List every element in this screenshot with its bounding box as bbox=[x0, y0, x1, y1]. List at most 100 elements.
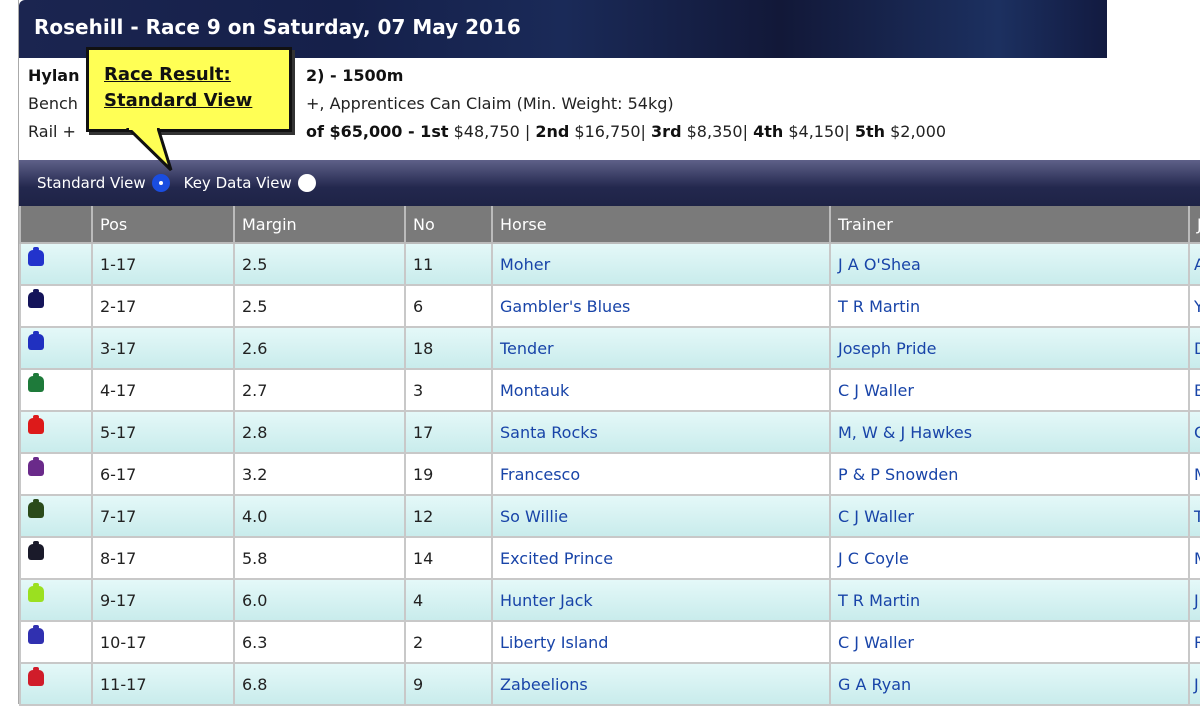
jockey-cell: D bbox=[1188, 326, 1200, 370]
jockey-link[interactable]: D bbox=[1194, 339, 1200, 358]
trainer-cell: G A Ryan bbox=[829, 662, 1190, 706]
jockey-link[interactable]: M bbox=[1194, 549, 1200, 568]
jockey-cell: R bbox=[1188, 620, 1200, 664]
trainer-link[interactable]: Joseph Pride bbox=[838, 338, 937, 358]
trainer-link[interactable]: C J Waller bbox=[838, 506, 914, 526]
prize-3rd: $8,350| bbox=[686, 122, 748, 141]
jockey-cell: A bbox=[1188, 242, 1200, 286]
no-cell: 3 bbox=[404, 368, 493, 412]
rail-info: Rail + bbox=[28, 122, 76, 141]
no-cell: 4 bbox=[404, 578, 493, 622]
jockey-silk-icon bbox=[28, 373, 44, 392]
trainer-link[interactable]: G A Ryan bbox=[838, 674, 912, 694]
jockey-silk-icon bbox=[28, 247, 44, 266]
margin-cell: 6.8 bbox=[233, 662, 406, 706]
trainer-cell: P & P Snowden bbox=[829, 452, 1190, 496]
trainer-cell: J A O'Shea bbox=[829, 242, 1190, 286]
table-row: 11-17 6.8 9 Zabeelions G A Ryan J bbox=[19, 662, 1200, 706]
jockey-link[interactable]: A bbox=[1194, 255, 1200, 274]
jockey-silk-icon bbox=[28, 499, 44, 518]
table-row: 4-17 2.7 3 Montauk C J Waller B bbox=[19, 368, 1200, 412]
jockey-silk-icon bbox=[28, 331, 44, 350]
column-header: Pos bbox=[91, 206, 235, 244]
column-header: No bbox=[404, 206, 493, 244]
trainer-link[interactable]: C J Waller bbox=[838, 380, 914, 400]
jockey-cell: M bbox=[1188, 536, 1200, 580]
jockey-cell: J bbox=[1188, 662, 1200, 706]
table-row: 1-17 2.5 11 Moher J A O'Shea A bbox=[19, 242, 1200, 286]
trainer-cell: M, W & J Hawkes bbox=[829, 410, 1190, 454]
trainer-link[interactable]: C J Waller bbox=[838, 632, 914, 652]
no-cell: 11 bbox=[404, 242, 493, 286]
race-info-line-1: Hylan 2) - 1500m bbox=[28, 62, 1188, 90]
jockey-link[interactable]: T bbox=[1194, 507, 1200, 526]
horse-link[interactable]: Moher bbox=[500, 254, 551, 274]
prize-4th: $4,150| bbox=[788, 122, 850, 141]
horse-link[interactable]: Montauk bbox=[500, 380, 570, 400]
table-row: 6-17 3.2 19 Francesco P & P Snowden M bbox=[19, 452, 1200, 496]
results-table: PosMarginNoHorseTrainerJ 1-17 2.5 11 Moh… bbox=[19, 206, 1200, 706]
jockey-link[interactable]: C bbox=[1194, 423, 1200, 442]
horse-cell: Moher bbox=[491, 242, 831, 286]
jockey-link[interactable]: B bbox=[1194, 381, 1200, 400]
horse-link[interactable]: Santa Rocks bbox=[500, 422, 598, 442]
jockey-link[interactable]: Y bbox=[1194, 297, 1200, 316]
jockey-link[interactable]: M bbox=[1194, 465, 1200, 484]
pos-cell: 3-17 bbox=[91, 326, 235, 370]
trainer-link[interactable]: T R Martin bbox=[838, 296, 921, 316]
jockey-link[interactable]: J bbox=[1194, 590, 1199, 610]
horse-link[interactable]: So Willie bbox=[500, 506, 569, 526]
silk-cell bbox=[19, 242, 93, 286]
standard-view-label: Standard View bbox=[37, 174, 146, 192]
trainer-link[interactable]: J C Coyle bbox=[838, 548, 909, 568]
trainer-link[interactable]: J A O'Shea bbox=[838, 254, 921, 274]
horse-link[interactable]: Tender bbox=[500, 338, 554, 358]
trainer-link[interactable]: T R Martin bbox=[838, 590, 921, 610]
page-title: Rosehill - Race 9 on Saturday, 07 May 20… bbox=[34, 15, 521, 39]
column-header: Horse bbox=[491, 206, 831, 244]
horse-cell: Hunter Jack bbox=[491, 578, 831, 622]
race-panel: Rosehill - Race 9 on Saturday, 07 May 20… bbox=[18, 0, 1200, 706]
margin-cell: 3.2 bbox=[233, 452, 406, 496]
trainer-cell: J C Coyle bbox=[829, 536, 1190, 580]
horse-link[interactable]: Hunter Jack bbox=[500, 590, 593, 610]
horse-cell: Gambler's Blues bbox=[491, 284, 831, 328]
jockey-link[interactable]: J bbox=[1194, 674, 1199, 694]
silk-cell bbox=[19, 368, 93, 412]
horse-link[interactable]: Liberty Island bbox=[500, 632, 609, 652]
jockey-silk-icon bbox=[28, 583, 44, 602]
trainer-cell: C J Waller bbox=[829, 620, 1190, 664]
silk-cell bbox=[19, 410, 93, 454]
jockey-link[interactable]: R bbox=[1194, 633, 1200, 652]
table-row: 10-17 6.3 2 Liberty Island C J Waller R bbox=[19, 620, 1200, 664]
no-cell: 2 bbox=[404, 620, 493, 664]
standard-view-radio[interactable] bbox=[151, 174, 170, 192]
table-row: 7-17 4.0 12 So Willie C J Waller T bbox=[19, 494, 1200, 538]
prize-total: of $65,000 - 1st bbox=[306, 122, 449, 141]
trainer-link[interactable]: M, W & J Hawkes bbox=[838, 422, 973, 442]
key-data-view-radio[interactable] bbox=[297, 174, 316, 192]
pos-cell: 2-17 bbox=[91, 284, 235, 328]
margin-cell: 4.0 bbox=[233, 494, 406, 538]
horse-link[interactable]: Francesco bbox=[500, 464, 581, 484]
horse-link[interactable]: Gambler's Blues bbox=[500, 296, 631, 316]
horse-cell: Tender bbox=[491, 326, 831, 370]
no-cell: 19 bbox=[404, 452, 493, 496]
horse-cell: Santa Rocks bbox=[491, 410, 831, 454]
trainer-link[interactable]: P & P Snowden bbox=[838, 464, 959, 484]
prize-5th: $2,000 bbox=[890, 122, 947, 141]
margin-cell: 2.6 bbox=[233, 326, 406, 370]
no-cell: 6 bbox=[404, 284, 493, 328]
callout-line2: Standard View bbox=[104, 90, 253, 111]
margin-cell: 2.7 bbox=[233, 368, 406, 412]
table-row: 5-17 2.8 17 Santa Rocks M, W & J Hawkes … bbox=[19, 410, 1200, 454]
horse-link[interactable]: Excited Prince bbox=[500, 548, 614, 568]
horse-link[interactable]: Zabeelions bbox=[500, 674, 588, 694]
pos-cell: 4-17 bbox=[91, 368, 235, 412]
margin-cell: 5.8 bbox=[233, 536, 406, 580]
race-info-line-3: Rail + of $65,000 - 1st $48,750 | 2nd $1… bbox=[28, 118, 1188, 146]
race-info-line-2: Bench +, Apprentices Can Claim (Min. Wei… bbox=[28, 90, 1188, 118]
jockey-cell: Y bbox=[1188, 284, 1200, 328]
pos-cell: 11-17 bbox=[91, 662, 235, 706]
jockey-silk-icon bbox=[28, 625, 44, 644]
